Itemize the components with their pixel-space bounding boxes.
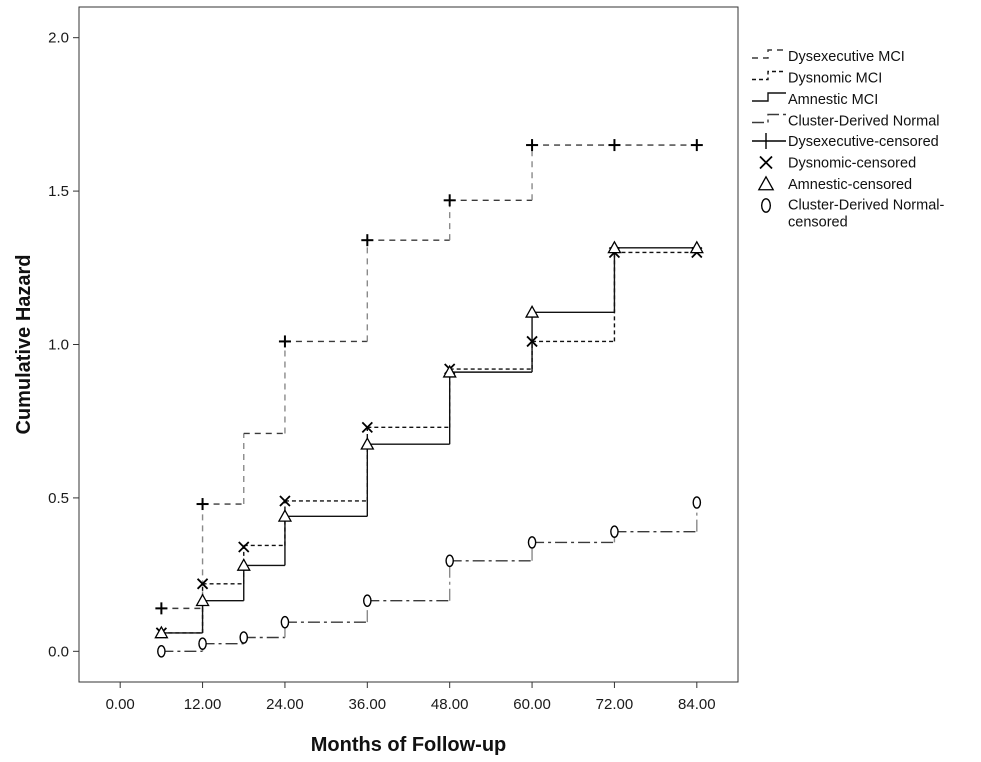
legend-entry: Dysexecutive-censored (752, 133, 939, 150)
censored-plus-marker (196, 498, 209, 511)
censored-plus-marker (608, 139, 621, 152)
censored-plus-marker (690, 139, 703, 152)
censored-triangle-marker (154, 625, 169, 639)
censored-triangle-marker (524, 304, 540, 318)
x-tick-label: 0.00 (106, 696, 135, 713)
censored-triangle-marker (195, 593, 210, 607)
legend-entry: Cluster-Derived Normal-censored (760, 198, 944, 231)
censored-diamond-marker (198, 637, 207, 650)
legend-line-swatch (752, 49, 786, 59)
y-tick-label: 0.5 (48, 490, 69, 507)
legend-label: Dysnomic MCI (788, 71, 882, 87)
series-dysexecutive-mci (161, 144, 697, 610)
legend-entry: Amnestic-censored (757, 175, 912, 193)
censored-diamond-marker (363, 594, 372, 607)
censored-triangle-marker (277, 508, 293, 522)
censored-x-marker (279, 495, 291, 507)
legend-label: Cluster-Derived Normal- (788, 198, 944, 214)
series-amnestic-mci (161, 247, 697, 634)
censored-diamond-marker (527, 536, 537, 549)
censored-diamond-marker (692, 496, 702, 509)
legend-entry: Dysnomic-censored (759, 155, 916, 172)
censored-x-marker (526, 335, 538, 348)
legend-entry: Cluster-Derived Normal (752, 114, 939, 130)
censored-triangle-marker (442, 364, 457, 378)
x-axis-title: Months of Follow-up (311, 734, 507, 756)
censored-diamond-marker (445, 554, 454, 568)
censored-plus-marker (155, 602, 168, 615)
censored-diamond-marker (610, 525, 619, 538)
censored-plus-marker (361, 234, 374, 247)
censored-x-marker (196, 578, 209, 590)
x-tick-label: 72.00 (596, 696, 634, 713)
legend-entry: Amnestic MCI (752, 92, 878, 108)
censored-diamond-marker (157, 645, 166, 658)
y-axis-title: Cumulative Hazard (13, 254, 35, 434)
y-tick-label: 1.0 (48, 337, 69, 354)
censored-triangle-marker (689, 240, 704, 254)
censored-diamond-marker (760, 198, 772, 213)
legend-label: Dysnomic-censored (788, 156, 916, 172)
censored-x-marker (238, 541, 250, 553)
legend-entry: Dysnomic MCI (752, 71, 882, 87)
x-tick-label: 24.00 (266, 696, 304, 713)
censored-plus-marker (278, 335, 291, 348)
y-tick-label: 0.0 (48, 643, 69, 660)
x-tick-label: 48.00 (431, 696, 469, 713)
legend-line-swatch (752, 70, 786, 81)
censored-plus-marker (443, 194, 456, 207)
legend-label: Cluster-Derived Normal (788, 114, 939, 130)
censored-plus-marker (526, 139, 539, 152)
legend-line-swatch (752, 92, 786, 102)
legend-label: Amnestic-censored (788, 177, 912, 193)
censored-triangle-marker (757, 175, 775, 191)
censored-triangle-marker (360, 436, 375, 450)
legend: Dysexecutive MCI Dysnomic MCI Amnestic MCI… (752, 49, 944, 231)
censored-triangle-marker (236, 558, 251, 571)
legend-label: Amnestic MCI (788, 92, 878, 108)
censored-triangle-marker (607, 240, 622, 254)
legend-entry: Dysexecutive MCI (752, 49, 905, 65)
legend-label: Dysexecutive-censored (788, 134, 939, 150)
censored-diamond-marker (280, 615, 290, 629)
censored-diamond-marker (239, 631, 249, 644)
y-tick-label: 2.0 (48, 30, 69, 47)
censored-x-marker (361, 421, 373, 433)
x-tick-label: 60.00 (513, 696, 551, 713)
x-tick-label: 12.00 (184, 696, 222, 713)
y-tick-label: 1.5 (48, 183, 69, 200)
legend-line-swatch (752, 113, 786, 124)
legend-label: Dysexecutive MCI (788, 49, 905, 65)
x-tick-label: 36.00 (349, 696, 387, 713)
axes: 0.00 12.00 24.00 36.00 48.00 60.00 72.00 84.00 0… (48, 6, 739, 713)
x-tick-label: 84.00 (678, 696, 716, 713)
censored-x-marker (759, 155, 773, 170)
censored-markers (154, 139, 704, 658)
legend-label: censored (788, 215, 848, 231)
